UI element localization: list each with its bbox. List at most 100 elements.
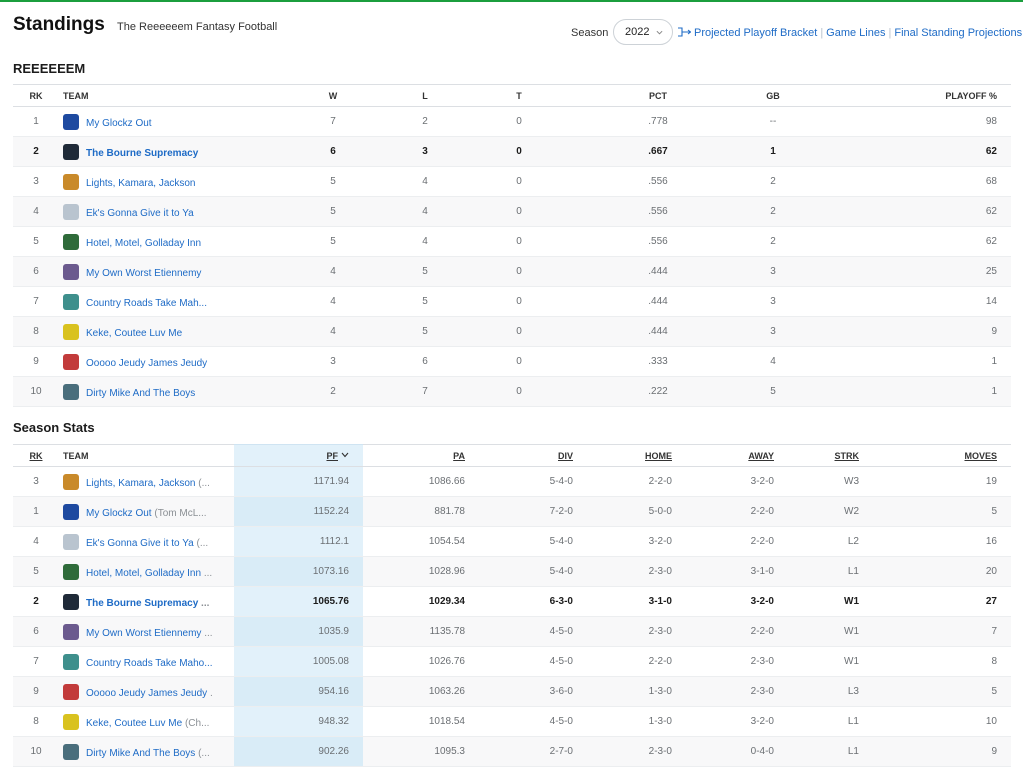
pct-cell: .778 (565, 106, 751, 137)
team-name-link[interactable]: Country Roads Take Maho... (86, 657, 213, 669)
team-logo-icon (63, 383, 79, 400)
streak-cell: W1 (788, 646, 873, 677)
team-name-link[interactable]: Hotel, Motel, Golladay Inn (86, 567, 202, 579)
owner-name: (... (198, 747, 210, 759)
rank-cell: 4 (13, 526, 59, 557)
team-cell: Lights, Kamara, Jackson (59, 166, 289, 197)
final-standing-projections-link[interactable]: Final Standing Projections (894, 27, 1023, 39)
table-row: 6 My Own Worst Etiennemy 4 5 0.444 3 25 (13, 256, 1011, 287)
season-value: 2022 (625, 26, 650, 38)
losses-cell: 7 (377, 376, 473, 407)
home-record-cell: 2-3-0 (587, 736, 686, 767)
away-record-cell: 2-3-0 (686, 676, 788, 707)
home-record-cell: 2-3-0 (587, 616, 686, 647)
team-name-link[interactable]: My Glockz Out (86, 117, 152, 129)
playoff-pct-cell: 62 (795, 196, 1011, 227)
team-name-link[interactable]: Keke, Coutee Luv Me (86, 717, 183, 729)
team-cell: Ooooo Jeudy James Jeudy . (59, 676, 234, 707)
col-home-sort[interactable]: HOME (587, 444, 686, 467)
pct-cell: .222 (565, 376, 751, 407)
page-header: Standings The Reeeeeem Fantasy Football … (13, 14, 1022, 45)
wins-cell: 4 (289, 286, 377, 317)
playoff-pct-cell: 98 (795, 106, 1011, 137)
team-logo-icon (63, 593, 79, 610)
col-pf-sort[interactable]: PF (234, 444, 363, 467)
rank-cell: 10 (13, 736, 59, 767)
away-record-cell: 3-2-0 (686, 466, 788, 497)
game-lines-link[interactable]: Game Lines (826, 27, 886, 39)
team-name-link[interactable]: Lights, Kamara, Jackson (86, 477, 196, 489)
owner-name: . (209, 687, 213, 699)
team-name-link[interactable]: Country Roads Take Mah... (86, 297, 207, 309)
team-name-link[interactable]: Lights, Kamara, Jackson (86, 177, 196, 189)
team-name-link[interactable]: The Bourne Supremacy (86, 597, 199, 609)
col-pa-sort[interactable]: PA (363, 444, 479, 467)
division-record-cell: 3-6-0 (479, 676, 587, 707)
season-label: Season (571, 27, 609, 39)
team-logo-icon (63, 113, 79, 130)
col-moves-sort[interactable]: MOVES (873, 444, 1011, 467)
team-name-link[interactable]: Dirty Mike And The Boys (86, 387, 196, 399)
table-row: 10 Dirty Mike And The Boys 2 7 0.222 5 1 (13, 376, 1011, 407)
ties-cell: 0 (473, 316, 565, 347)
col-team: TEAM (59, 444, 234, 467)
owner-name: ... (201, 597, 210, 609)
rank-cell: 6 (13, 616, 59, 647)
team-name-link[interactable]: My Own Worst Etiennemy (86, 627, 202, 639)
streak-cell: W1 (788, 586, 873, 617)
team-cell: Ek's Gonna Give it to Ya (... (59, 526, 234, 557)
col-div-sort[interactable]: DIV (479, 444, 587, 467)
team-name-link[interactable]: The Bourne Supremacy (86, 147, 199, 159)
header-links: Projected Playoff Bracket | Game Lines | Fin… (678, 27, 1022, 39)
playoff-pct-cell: 1 (795, 376, 1011, 407)
team-name-link[interactable]: Hotel, Motel, Golladay Inn (86, 237, 202, 249)
points-for-cell: 1005.08 (234, 646, 363, 677)
col-t: T (473, 84, 565, 107)
table-row: 3 Lights, Kamara, Jackson 5 4 0.556 2 68 (13, 166, 1011, 197)
points-against-cell: 1086.66 (363, 466, 479, 497)
projected-playoff-bracket-link[interactable]: Projected Playoff Bracket (694, 27, 818, 39)
link-separator: | (820, 27, 824, 39)
col-strk-sort[interactable]: STRK (788, 444, 873, 467)
col-away-sort[interactable]: AWAY (686, 444, 788, 467)
table-row: 7 Country Roads Take Maho... 1005.08 1026.… (13, 646, 1011, 677)
team-name-link[interactable]: Ek's Gonna Give it to Ya (86, 207, 194, 219)
team-name-link[interactable]: My Own Worst Etiennemy (86, 267, 202, 279)
team-name-link[interactable]: Keke, Coutee Luv Me (86, 327, 183, 339)
gb-cell: 5 (751, 376, 795, 407)
streak-cell: L1 (788, 736, 873, 767)
division-record-cell: 4-5-0 (479, 616, 587, 647)
team-name-link[interactable]: My Glockz Out (86, 507, 152, 519)
season-dropdown[interactable]: 2022 (613, 19, 673, 45)
rank-cell: 2 (13, 586, 59, 617)
rank-cell: 3 (13, 166, 59, 197)
team-name-link[interactable]: Ooooo Jeudy James Jeudy (86, 687, 208, 699)
team-name-link[interactable]: Ooooo Jeudy James Jeudy (86, 357, 208, 369)
gb-cell: 3 (751, 286, 795, 317)
team-cell: My Glockz Out (59, 106, 289, 137)
col-playoff-pct: PLAYOFF % (795, 84, 1011, 107)
table-row: 1 My Glockz Out 7 2 0.778 -- 98 (13, 106, 1011, 137)
home-record-cell: 5-0-0 (587, 496, 686, 527)
rank-cell: 6 (13, 256, 59, 287)
col-rk-sort[interactable]: RK (13, 444, 59, 467)
table-row: 9 Ooooo Jeudy James Jeudy 3 6 0.333 4 1 (13, 346, 1011, 377)
table-row: 8 Keke, Coutee Luv Me (Ch... 948.32 1018.54… (13, 706, 1011, 737)
team-cell: Hotel, Motel, Golladay Inn ... (59, 556, 234, 587)
playoff-pct-cell: 62 (795, 136, 1011, 167)
team-cell: Ooooo Jeudy James Jeudy (59, 346, 289, 377)
table-row: 1 My Glockz Out (Tom McL... 1152.24 881.78 7… (13, 496, 1011, 527)
owner-name: (Tom McL... (154, 507, 207, 519)
team-name-link[interactable]: Dirty Mike And The Boys (86, 747, 196, 759)
points-against-cell: 1135.78 (363, 616, 479, 647)
moves-cell: 9 (873, 736, 1011, 767)
gb-cell: 2 (751, 166, 795, 197)
points-for-cell: 1171.94 (234, 466, 363, 497)
points-for-cell: 954.16 (234, 676, 363, 707)
gb-cell: 1 (751, 136, 795, 167)
team-logo-icon (63, 293, 79, 310)
team-cell: My Own Worst Etiennemy ... (59, 616, 234, 647)
team-name-link[interactable]: Ek's Gonna Give it to Ya (86, 537, 194, 549)
rank-cell: 5 (13, 226, 59, 257)
pct-cell: .556 (565, 196, 751, 227)
